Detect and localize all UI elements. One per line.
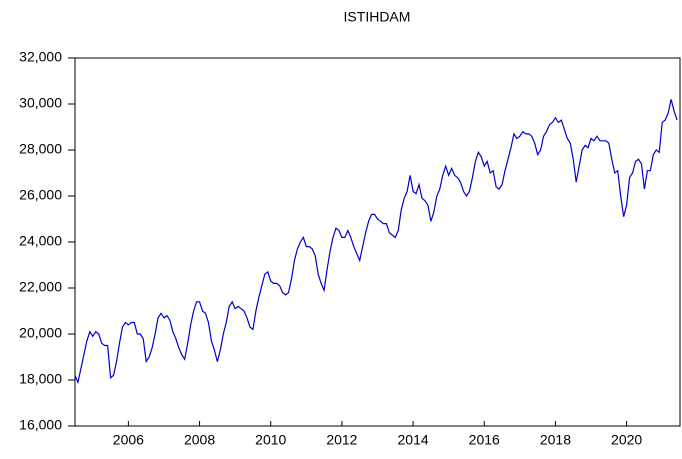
x-tick-label: 2010 bbox=[255, 432, 286, 448]
y-tick-label: 30,000 bbox=[19, 95, 62, 111]
y-tick-label: 26,000 bbox=[19, 187, 62, 203]
x-tick-label: 2012 bbox=[326, 432, 357, 448]
x-tick-label: 2014 bbox=[398, 432, 429, 448]
y-tick-label: 18,000 bbox=[19, 371, 62, 387]
x-tick-label: 2006 bbox=[113, 432, 144, 448]
x-tick-label: 2016 bbox=[469, 432, 500, 448]
y-tick-label: 32,000 bbox=[19, 49, 62, 65]
y-tick-label: 28,000 bbox=[19, 141, 62, 157]
plot-frame bbox=[74, 57, 681, 427]
y-tick-label: 24,000 bbox=[19, 233, 62, 249]
y-tick-label: 16,000 bbox=[19, 417, 62, 433]
x-tick-label: 2020 bbox=[611, 432, 642, 448]
y-tick-label: 22,000 bbox=[19, 279, 62, 295]
x-tick-label: 2018 bbox=[540, 432, 571, 448]
chart-title: ISTIHDAM bbox=[344, 9, 411, 25]
series-line bbox=[74, 99, 678, 385]
y-tick-label: 20,000 bbox=[19, 325, 62, 341]
x-tick-label: 2008 bbox=[184, 432, 215, 448]
